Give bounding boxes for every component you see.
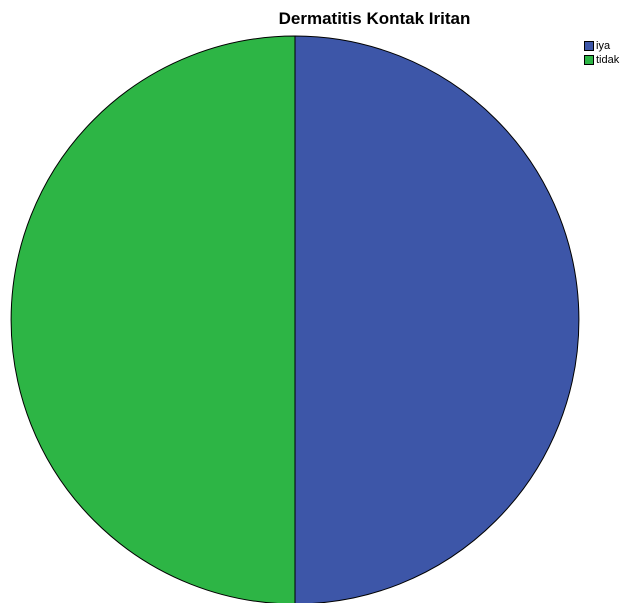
chart-title: Dermatitis Kontak Iritan	[278, 9, 471, 28]
legend-item-tidak: tidak	[584, 53, 619, 67]
pie-slice-tidak	[10, 35, 296, 603]
legend-label-tidak: tidak	[596, 54, 620, 66]
legend-swatch-tidak	[584, 55, 594, 65]
pie-slice-iya	[294, 35, 580, 603]
legend-label-iya: iya	[596, 40, 611, 52]
legend: iya tidak	[584, 39, 619, 67]
legend-swatch-iya	[584, 41, 594, 51]
legend-item-iya: iya	[584, 39, 619, 53]
